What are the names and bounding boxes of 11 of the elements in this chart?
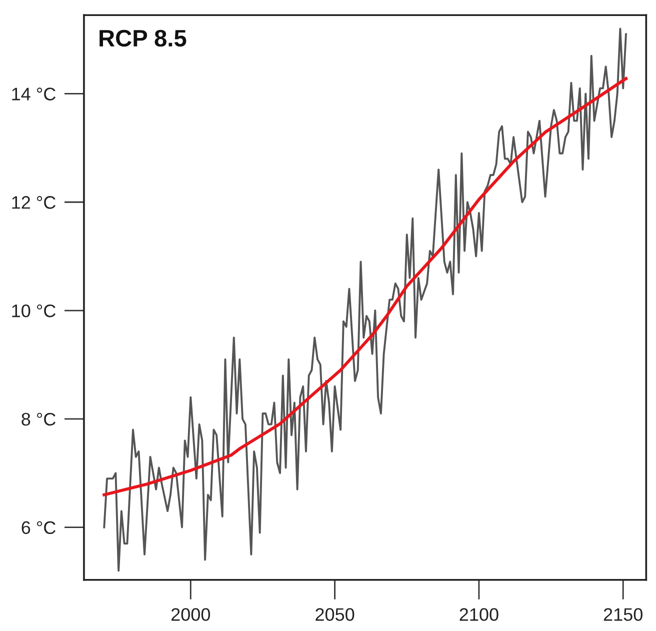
line-series [102,77,628,496]
y-tick-label: 12 °C [12,196,56,209]
chart-title: RCP 8.5 [100,30,186,47]
x-tick-label: 2000 [171,608,210,621]
x-tick-label: 2100 [460,608,498,621]
y-tick-label: 6 °C [22,521,56,534]
x-tick-label: 2050 [316,608,354,621]
y-tick-label: 14 °C [12,88,56,100]
x-tick-label: 2150 [604,608,642,621]
y-tick-label: 8 °C [22,412,56,426]
y-tick-label: 10 °C [12,304,56,318]
